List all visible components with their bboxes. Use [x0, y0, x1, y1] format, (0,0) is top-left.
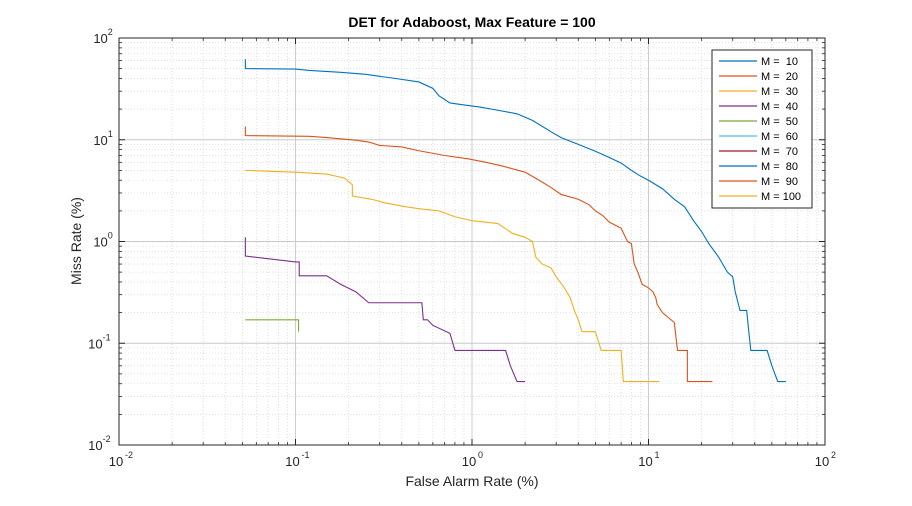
legend-label: M = 80 [761, 161, 798, 173]
y-axis-label: Miss Rate (%) [68, 197, 84, 285]
y-tick-exponent: -2 [103, 434, 111, 444]
series-line-m10 [244, 59, 786, 383]
x-tick-exponent: -2 [125, 450, 133, 460]
x-tick-label: 10 [815, 454, 829, 469]
series-layer [244, 59, 786, 383]
legend-label: M = 20 [761, 71, 798, 83]
legend-label: M = 40 [761, 101, 798, 113]
x-tick-label: 10 [109, 454, 123, 469]
legend-label: M = 10 [761, 56, 798, 68]
tick-marks [118, 37, 826, 446]
x-tick-exponent: -1 [302, 450, 310, 460]
legend-label: M = 70 [761, 146, 798, 158]
series-line-m20 [244, 126, 713, 383]
y-tick-label: 10 [93, 235, 107, 250]
series-line-m30 [245, 169, 660, 383]
x-tick-label: 10 [462, 454, 476, 469]
legend-label: M = 30 [761, 86, 798, 98]
y-tick-label: 10 [93, 133, 107, 148]
legend-label: M = 50 [761, 116, 798, 128]
legend-label: M = 60 [761, 131, 798, 143]
legend: M = 10 M = 20 M = 30 M = 40 M = 50 M = 60 M = … [711, 49, 813, 209]
y-tick-label: 10 [88, 336, 102, 351]
x-tick-label: 10 [638, 454, 652, 469]
y-tick-label: 10 [88, 438, 102, 453]
y-tick-exponent: 2 [108, 27, 113, 37]
x-axis-label: False Alarm Rate (%) [405, 473, 538, 489]
y-tick-exponent: -1 [103, 332, 111, 342]
legend-label: M = 100 [761, 191, 801, 203]
chart-title: DET for Adaboost, Max Feature = 100 [348, 14, 595, 30]
series-line-m40 [244, 237, 526, 383]
x-tick-exponent: 2 [831, 450, 836, 460]
x-tick-exponent: 1 [655, 450, 660, 460]
x-tick-exponent: 0 [478, 450, 483, 460]
y-tick-exponent: 0 [108, 231, 113, 241]
y-tick-label: 10 [93, 31, 107, 46]
series-line-m50 [245, 319, 300, 332]
legend-label: M = 90 [761, 176, 798, 188]
x-tick-label: 10 [285, 454, 299, 469]
x-tick-labels: 10 -2 10 -1 10 0 10 1 10 2 [109, 450, 836, 469]
y-tick-exponent: 1 [108, 129, 113, 139]
minor-grid [119, 38, 825, 445]
